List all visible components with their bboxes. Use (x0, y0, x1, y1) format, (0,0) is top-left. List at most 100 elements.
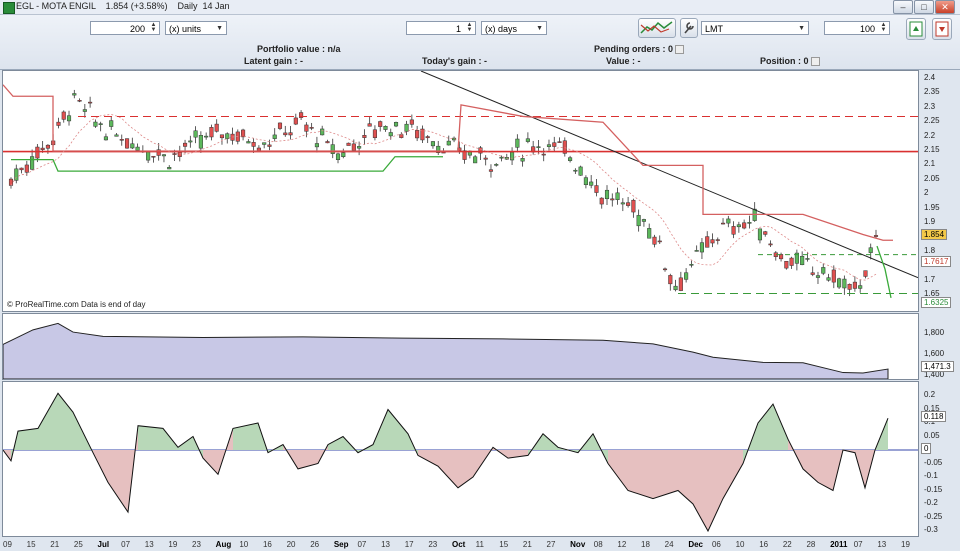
oscillator-tick: 0.2 (924, 390, 936, 399)
chart-tool-icon[interactable] (638, 18, 676, 38)
oscillator-area (758, 404, 773, 450)
wrench-icon[interactable] (680, 18, 698, 38)
candle (473, 156, 478, 164)
candle (520, 158, 525, 162)
oscillator-area (58, 393, 73, 450)
last-volume-label: 1,471.3 (921, 360, 954, 372)
candle (599, 197, 604, 205)
candle (610, 198, 615, 201)
date-tick: 13 (381, 540, 390, 549)
price-tick: 2.25 (924, 116, 940, 126)
candle (868, 247, 873, 253)
oscillator-area (723, 450, 743, 499)
oscillator-area (138, 425, 163, 450)
date-tick: 11 (475, 540, 484, 549)
order-type-select[interactable]: LMT ▼ (701, 21, 809, 35)
support-stop-line (876, 245, 892, 299)
candle (852, 281, 857, 289)
candle (404, 123, 409, 132)
oscillator-tick: 0.15 (924, 403, 940, 413)
volume-chart-panel[interactable] (2, 313, 919, 380)
oscillator-tick: -0.3 (924, 525, 938, 534)
details-icon[interactable] (675, 45, 685, 55)
candle (647, 228, 652, 239)
last-oscillator-label: 0.118 (921, 411, 947, 423)
minimize-button[interactable]: – (893, 0, 913, 14)
candle (668, 275, 673, 285)
buy-order-icon[interactable] (906, 18, 926, 40)
stepper-arrows-icon[interactable]: ▲ ▼ (880, 22, 887, 33)
units-select[interactable]: (x) units ▼ (165, 21, 227, 35)
candle (346, 142, 351, 146)
candle (420, 128, 425, 141)
candle (66, 115, 72, 122)
oscillator-area (38, 393, 58, 450)
candle (546, 144, 552, 147)
oscillator-line (2, 392, 889, 533)
candle (678, 277, 683, 291)
date-tick: Jul (97, 540, 110, 549)
chevron-down-icon: ▼ (536, 25, 543, 32)
days-select[interactable]: (x) days ▼ (481, 21, 547, 35)
date-tick: 12 (617, 540, 627, 549)
price-tick: 2.4 (924, 73, 936, 82)
close-button[interactable]: ✕ (935, 0, 955, 14)
date-tick: 10 (735, 540, 745, 549)
date-axis: 09 15 21 25 Jul 07 13 19 23 Aug 10 16 20 26 Sep 07 13 17 2… (0, 537, 960, 551)
maximize-button[interactable]: □ (914, 0, 934, 14)
quantity-stepper[interactable]: 100 ▲ ▼ (824, 21, 890, 35)
latent-gain: Latent gain : - (244, 56, 303, 66)
candle (14, 168, 19, 181)
candle (256, 147, 261, 151)
oscillator-area (678, 450, 693, 504)
candle (388, 132, 393, 137)
candle (272, 134, 277, 139)
todays-gain: Today's gain : - (422, 56, 487, 66)
candle (800, 255, 805, 266)
date-tick: 20 (286, 540, 296, 549)
stepper-arrows-icon[interactable]: ▲ ▼ (150, 22, 157, 33)
details-icon[interactable] (810, 57, 820, 67)
date-tick: 07 (121, 540, 131, 549)
candle (652, 236, 657, 245)
candle (541, 153, 546, 156)
candle (515, 138, 520, 148)
sell-order-icon[interactable] (932, 18, 952, 40)
candle (705, 236, 710, 248)
days-stepper[interactable]: 1 ▲ ▼ (406, 21, 476, 35)
date-tick: Nov (570, 540, 586, 549)
candle (320, 128, 325, 136)
candle (167, 167, 172, 170)
stepper-arrows-icon[interactable]: ▲ ▼ (466, 22, 473, 33)
date-tick: 24 (664, 540, 674, 549)
candle (130, 143, 135, 149)
units-stepper[interactable]: 200 ▲ ▼ (90, 21, 160, 35)
candle (573, 169, 578, 172)
candle (768, 243, 773, 246)
date-tick: 27 (546, 540, 556, 549)
candle (831, 269, 836, 283)
window-titlebar: EGL - MOTA ENGIL 1.854 (+3.58%) Daily 14… (0, 0, 960, 15)
candle (267, 144, 272, 147)
oscillator-chart-panel[interactable] (2, 381, 919, 537)
candle (425, 136, 430, 139)
candle (842, 278, 847, 289)
price-tick: 1.95 (924, 202, 940, 212)
candle (604, 189, 610, 200)
date-tick: 15 (499, 540, 509, 549)
toolbar: 200 ▲ ▼ (x) units ▼ 1 ▲ ▼ (x) days ▼ LMT ▼ 100 ▲… (0, 15, 960, 70)
oscillator-tick: 0.05 (924, 430, 940, 440)
candle (731, 226, 736, 235)
quantity-value: 100 (859, 24, 875, 34)
candle (568, 157, 573, 161)
candle (430, 141, 436, 147)
order-value: Value : - (606, 56, 641, 66)
candle (557, 141, 562, 143)
candle (736, 224, 741, 228)
candle (699, 242, 704, 253)
candle (641, 219, 646, 222)
price-chart-panel[interactable]: © ProRealTime.com Data is end of day (2, 70, 919, 312)
candle (747, 222, 752, 224)
position: Position : 0 (760, 56, 820, 67)
oscillator-area (408, 433, 418, 456)
